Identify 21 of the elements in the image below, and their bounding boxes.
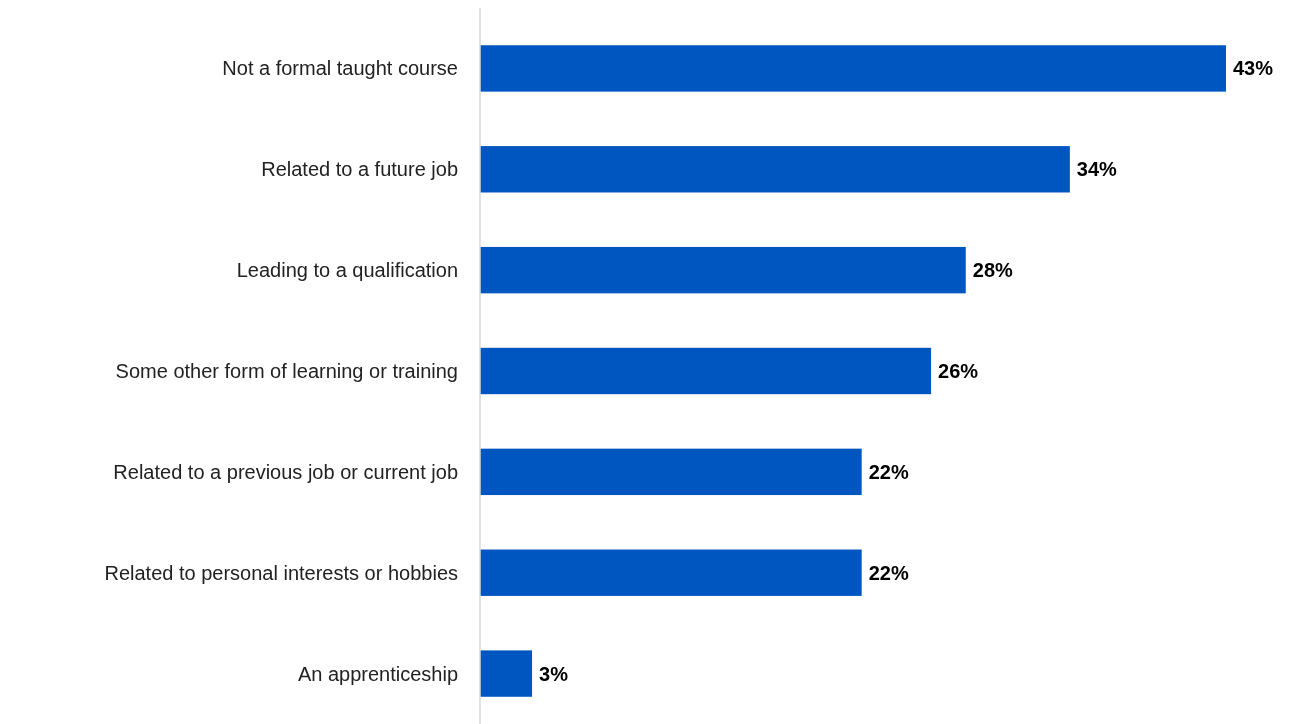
data-label: 3% xyxy=(539,662,569,685)
data-label: 43% xyxy=(1233,57,1274,80)
bar xyxy=(480,246,966,294)
data-label: 34% xyxy=(1076,158,1118,181)
y-tick-label: Not a formal taught course xyxy=(222,57,458,80)
data-label: 22% xyxy=(868,561,909,584)
y-tick-label: Related to personal interests or hobbies xyxy=(104,561,458,584)
data-label: 26% xyxy=(938,360,979,382)
data-label: 28% xyxy=(972,259,1014,282)
y-tick-label: Related to a future job xyxy=(261,158,458,181)
bar xyxy=(480,45,1226,92)
bar xyxy=(480,549,862,596)
bar xyxy=(480,146,1070,193)
y-tick-label: Some other form of learning or training xyxy=(115,360,458,382)
data-label: 22% xyxy=(868,460,909,483)
bar xyxy=(480,448,862,496)
bar xyxy=(480,650,533,697)
bar xyxy=(480,347,932,395)
y-tick-label: Leading to a qualification xyxy=(236,259,458,282)
y-tick-label: An apprenticeship xyxy=(297,662,458,685)
y-tick-label: Related to a previous job or current job xyxy=(113,460,458,483)
